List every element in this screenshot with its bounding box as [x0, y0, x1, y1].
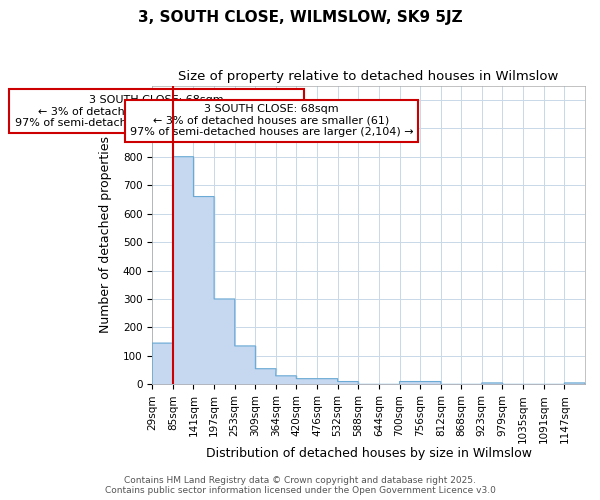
Title: Size of property relative to detached houses in Wilmslow: Size of property relative to detached ho… [178, 70, 559, 83]
Text: 3 SOUTH CLOSE: 68sqm
← 3% of detached houses are smaller (61)
97% of semi-detach: 3 SOUTH CLOSE: 68sqm ← 3% of detached ho… [14, 94, 298, 128]
Text: 3 SOUTH CLOSE: 68sqm
← 3% of detached houses are smaller (61)
97% of semi-detach: 3 SOUTH CLOSE: 68sqm ← 3% of detached ho… [130, 104, 413, 138]
X-axis label: Distribution of detached houses by size in Wilmslow: Distribution of detached houses by size … [206, 447, 532, 460]
Text: 3, SOUTH CLOSE, WILMSLOW, SK9 5JZ: 3, SOUTH CLOSE, WILMSLOW, SK9 5JZ [137, 10, 463, 25]
Text: Contains HM Land Registry data © Crown copyright and database right 2025.
Contai: Contains HM Land Registry data © Crown c… [104, 476, 496, 495]
Y-axis label: Number of detached properties: Number of detached properties [99, 136, 112, 334]
